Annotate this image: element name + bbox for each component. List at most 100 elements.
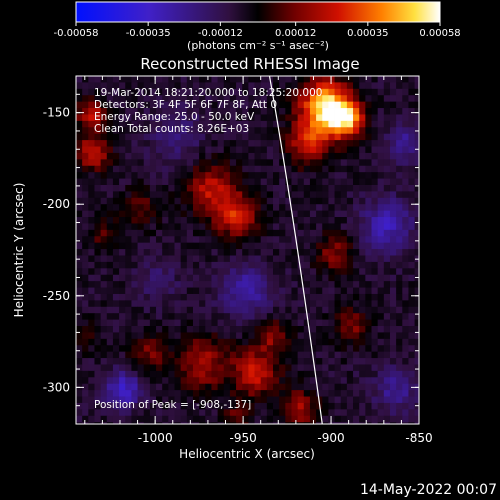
heatmap-cell	[205, 210, 212, 218]
heatmap-cell	[266, 159, 274, 167]
heatmap-cell	[408, 229, 416, 237]
heatmap-cell	[223, 422, 231, 424]
info-energy-range: Energy Range: 25.0 - 50.0 keV	[94, 111, 255, 123]
heatmap-cell	[186, 159, 194, 167]
heatmap-cell	[408, 409, 416, 417]
heatmap-cell	[414, 306, 419, 314]
heatmap-cell	[236, 88, 243, 96]
heatmap-cell	[106, 261, 114, 269]
heatmap-cell	[112, 165, 120, 173]
heatmap-cell	[162, 165, 169, 173]
heatmap-cell	[297, 242, 305, 250]
heatmap-cell	[365, 306, 372, 314]
heatmap-cell	[279, 306, 286, 314]
heatmap-cell	[396, 178, 403, 186]
heatmap-cell	[211, 210, 218, 218]
heatmap-cell	[137, 313, 145, 320]
heatmap-cell	[334, 402, 342, 410]
heatmap-cell	[377, 383, 385, 391]
heatmap-cell	[192, 184, 200, 192]
heatmap-cell	[205, 114, 212, 122]
heatmap-cell	[396, 396, 403, 404]
heatmap-cell	[309, 236, 317, 244]
heatmap-cell	[402, 268, 409, 276]
heatmap-cell	[254, 159, 262, 167]
heatmap-cell	[205, 152, 212, 160]
heatmap-cell	[359, 140, 366, 147]
heatmap-cell	[291, 172, 299, 179]
heatmap-cell	[168, 146, 175, 154]
heatmap-cell	[377, 261, 385, 269]
heatmap-cell	[137, 82, 145, 90]
heatmap-cell	[88, 422, 95, 424]
heatmap-cell	[377, 88, 385, 96]
heatmap-cell	[346, 101, 354, 109]
heatmap-cell	[186, 120, 194, 128]
heatmap-cell	[192, 306, 200, 314]
heatmap-cell	[254, 229, 262, 237]
heatmap-cell	[106, 165, 114, 173]
heatmap-cell	[131, 204, 138, 212]
heatmap-cell	[211, 300, 218, 308]
heatmap-cell	[174, 165, 182, 173]
heatmap-cell	[199, 178, 206, 186]
heatmap-cell	[396, 108, 403, 115]
heatmap-cell	[414, 133, 419, 141]
heatmap-cell	[340, 313, 348, 320]
heatmap-cell	[414, 197, 419, 205]
heatmap-cell	[285, 236, 292, 244]
heatmap-cell	[340, 191, 348, 199]
heatmap-cell	[402, 415, 409, 423]
heatmap-cell	[279, 351, 286, 359]
heatmap-cell	[106, 326, 114, 333]
heatmap-cell	[149, 274, 157, 282]
heatmap-cell	[303, 249, 311, 256]
heatmap-cell	[383, 345, 391, 353]
heatmap-cell	[162, 287, 169, 295]
heatmap-cell	[389, 191, 397, 199]
heatmap-cell	[334, 178, 342, 186]
heatmap-cell	[279, 127, 286, 135]
heatmap-cell	[100, 152, 108, 160]
heatmap-cell	[291, 101, 299, 109]
heatmap-cell	[137, 281, 145, 288]
heatmap-cell	[94, 165, 102, 173]
heatmap-cell	[365, 313, 372, 320]
heatmap-cell	[211, 313, 218, 320]
heatmap-cell	[334, 101, 342, 109]
heatmap-cell	[174, 326, 182, 333]
heatmap-cell	[211, 114, 218, 122]
heatmap-cell	[340, 319, 348, 327]
heatmap-cell	[149, 101, 157, 109]
heatmap-cell	[309, 287, 317, 295]
heatmap-cell	[112, 370, 120, 378]
heatmap-cell	[106, 172, 114, 179]
heatmap-cell	[303, 370, 311, 378]
heatmap-cell	[192, 88, 200, 96]
heatmap-cell	[199, 377, 206, 385]
heatmap-cell	[297, 255, 305, 263]
heatmap-cell	[340, 383, 348, 391]
heatmap-cell	[180, 396, 188, 404]
heatmap-cell	[88, 152, 95, 160]
heatmap-cell	[242, 326, 249, 333]
heatmap-cell	[285, 76, 292, 83]
heatmap-cell	[106, 152, 114, 160]
heatmap-cell	[229, 165, 237, 173]
heatmap-cell	[94, 261, 102, 269]
heatmap-cell	[186, 172, 194, 179]
heatmap-cell	[223, 306, 231, 314]
heatmap-cell	[242, 140, 249, 147]
heatmap-cell	[414, 358, 419, 365]
heatmap-cell	[242, 261, 249, 269]
heatmap-cell	[125, 197, 132, 205]
heatmap-cell	[149, 172, 157, 179]
heatmap-cell	[365, 255, 372, 263]
heatmap-cell	[248, 178, 255, 186]
heatmap-cell	[192, 332, 200, 340]
heatmap-cell	[94, 223, 102, 231]
heatmap-cell	[383, 217, 391, 224]
heatmap-cell	[389, 172, 397, 179]
heatmap-cell	[359, 383, 366, 391]
heatmap-cell	[82, 268, 89, 276]
